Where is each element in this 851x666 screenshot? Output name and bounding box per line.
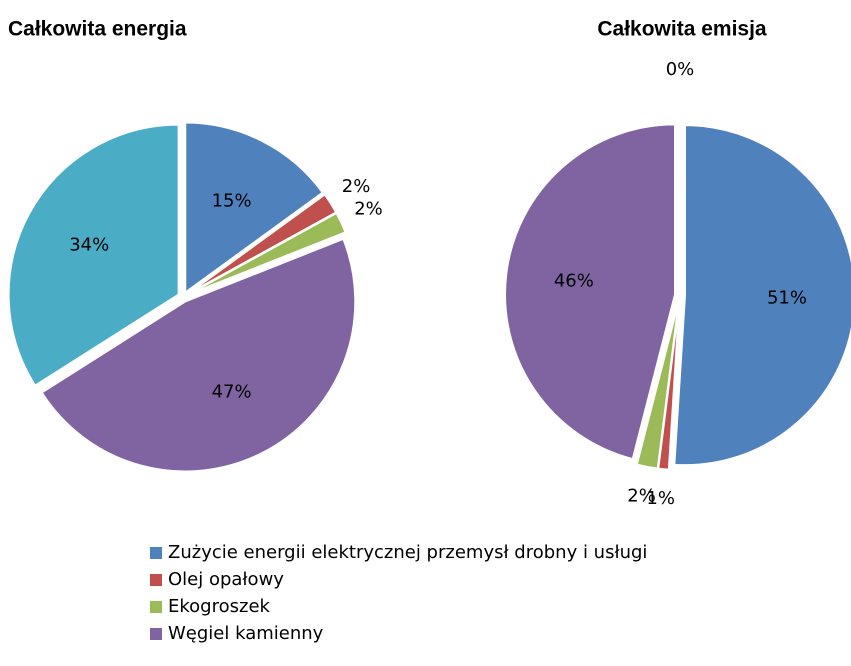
pie-slice: [184, 121, 325, 295]
legend-swatch: [150, 601, 162, 613]
data-label: 2%: [627, 485, 656, 506]
legend-label: Olej opałowy: [168, 569, 284, 590]
data-label: 15%: [212, 191, 252, 212]
data-label: 1%: [646, 488, 675, 509]
data-label: 47%: [212, 381, 252, 402]
pie-slice: [635, 299, 681, 470]
pie-slice: [187, 211, 347, 296]
chart-title: Całkowita energia: [8, 18, 187, 41]
legend-label: Węgiel kamienny: [168, 623, 324, 644]
data-label: 46%: [554, 271, 594, 292]
pie-slice: [40, 237, 357, 473]
pie-slice: [7, 123, 180, 388]
chart-title: Całkowita emisja: [597, 18, 767, 41]
legend-label: Ekogroszek: [168, 596, 271, 617]
pie-slice: [504, 123, 677, 461]
legend-swatch: [150, 628, 162, 640]
pie-slice: [673, 124, 851, 467]
data-label: 51%: [767, 287, 807, 308]
legend-label: Zużycie energii elektrycznej przemysł dr…: [168, 542, 647, 563]
data-label: 2%: [342, 176, 371, 197]
data-label: 34%: [69, 234, 109, 255]
data-label: 0%: [666, 59, 695, 80]
data-label: 2%: [354, 199, 383, 220]
legend-swatch: [150, 547, 162, 559]
legend-swatch: [150, 574, 162, 586]
